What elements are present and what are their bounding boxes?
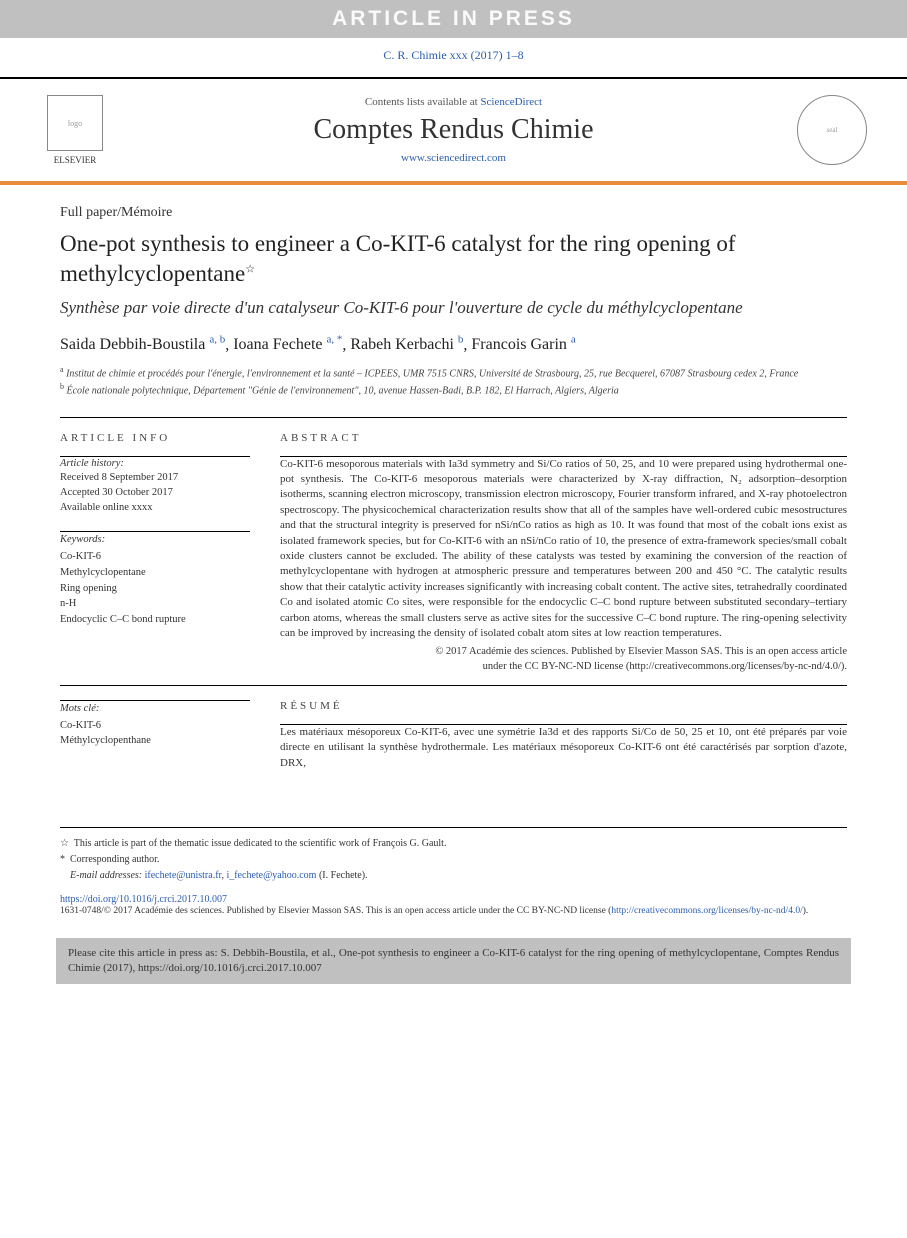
keywords-label: Keywords: <box>60 532 250 548</box>
author-aff: a, * <box>326 334 342 346</box>
cite-box: Please cite this article in press as: S.… <box>56 938 851 984</box>
keyword-item: Ring opening <box>60 581 250 597</box>
resume-text: Les matériaux mésoporeux Co-KIT-6, avec … <box>280 725 847 771</box>
resume-label: RÉSUMÉ <box>280 700 847 712</box>
footnote-thematic: This article is part of the thematic iss… <box>74 838 447 849</box>
in-press-banner: ARTICLE IN PRESS <box>0 0 907 38</box>
email-owner: (I. Fechete). <box>319 870 368 881</box>
issn-cc-link[interactable]: http://creativecommons.org/licenses/by-n… <box>611 906 802 916</box>
title-text: One-pot synthesis to engineer a Co-KIT-6… <box>60 231 736 286</box>
journal-name: Comptes Rendus Chimie <box>110 114 797 146</box>
author: Saida Debbih-Boustila a, b <box>60 336 225 353</box>
keyword-item: Methylcyclopentane <box>60 565 250 581</box>
history-received: Received 8 September 2017 <box>60 471 250 486</box>
title-footnote-star: ☆ <box>245 263 255 275</box>
history-accepted: Accepted 30 October 2017 <box>60 486 250 501</box>
email-label: E-mail addresses: <box>70 870 142 881</box>
header-center: Contents lists available at ScienceDirec… <box>110 96 797 164</box>
abstract-label: ABSTRACT <box>280 432 847 444</box>
author-list: Saida Debbih-Boustila a, b, Ioana Fechet… <box>60 334 847 354</box>
author-aff: a, b <box>209 334 225 346</box>
history-label: Article history: <box>60 457 250 472</box>
divider <box>60 685 847 686</box>
copyright-close: ). <box>841 661 847 672</box>
author: Francois Garin a <box>471 336 575 353</box>
divider <box>60 417 847 418</box>
issn-close: ). <box>803 906 809 916</box>
doi-link[interactable]: https://doi.org/10.1016/j.crci.2017.10.0… <box>60 894 847 905</box>
copyright-line2: under the CC BY-NC-ND license ( <box>483 661 630 672</box>
keyword-item: n-H <box>60 596 250 612</box>
keywords: Keywords: Co-KIT-6MethylcyclopentaneRing… <box>60 532 250 628</box>
contents-line: Contents lists available at ScienceDirec… <box>110 96 797 108</box>
cc-license-link[interactable]: http://creativecommons.org/licenses/by-n… <box>629 661 841 672</box>
email-link-2[interactable]: i_fechete@yahoo.com <box>226 870 316 881</box>
issn-text: 1631-0748/© 2017 Académie des sciences. … <box>60 906 611 916</box>
footnote-corresponding: Corresponding author. <box>70 854 159 865</box>
article-info-label: ARTICLE INFO <box>60 432 250 444</box>
keyword-item: Co-KIT-6 <box>60 549 250 565</box>
mots-cle: Mots clé: Co-KIT-6Méthylcyclopenthane <box>60 701 250 749</box>
elsevier-label: ELSEVIER <box>40 155 110 165</box>
copyright-line1: © 2017 Académie des sciences. Published … <box>435 646 847 657</box>
paper-type: Full paper/Mémoire <box>60 205 847 221</box>
society-logo: seal <box>797 95 867 165</box>
author: Rabeh Kerbachi b <box>350 336 463 353</box>
author-aff: a <box>571 334 576 346</box>
author: Ioana Fechete a, * <box>233 336 342 353</box>
keyword-item: Endocyclic C–C bond rupture <box>60 612 250 628</box>
author-aff: b <box>458 334 464 346</box>
elsevier-tree-icon: logo <box>47 95 103 151</box>
journal-url[interactable]: www.sciencedirect.com <box>110 152 797 164</box>
mot-cle-item: Co-KIT-6 <box>60 718 250 734</box>
issn-copyright: 1631-0748/© 2017 Académie des sciences. … <box>60 905 847 918</box>
mots-cle-label: Mots clé: <box>60 701 250 717</box>
mot-cle-item: Méthylcyclopenthane <box>60 733 250 749</box>
history-online: Available online xxxx <box>60 501 250 516</box>
contents-prefix: Contents lists available at <box>365 96 480 108</box>
affiliations: a Institut de chimie et procédés pour l'… <box>60 364 847 399</box>
copyright: © 2017 Académie des sciences. Published … <box>280 645 847 674</box>
journal-header: logo ELSEVIER Contents lists available a… <box>0 77 907 185</box>
article-subtitle: Synthèse par voie directe d'un catalyseu… <box>60 297 847 320</box>
elsevier-logo: logo ELSEVIER <box>40 95 110 165</box>
article-title: One-pot synthesis to engineer a Co-KIT-6… <box>60 229 847 289</box>
abstract-text: Co-KIT-6 mesoporous materials with Ia3d … <box>280 457 847 642</box>
email-link-1[interactable]: ifechete@unistra.fr <box>145 870 222 881</box>
header-citation: C. R. Chimie xxx (2017) 1–8 <box>0 38 907 77</box>
footnotes: ☆ This article is part of the thematic i… <box>60 827 847 888</box>
sciencedirect-link[interactable]: ScienceDirect <box>480 96 542 108</box>
article-history: Article history: Received 8 September 20… <box>60 457 250 516</box>
